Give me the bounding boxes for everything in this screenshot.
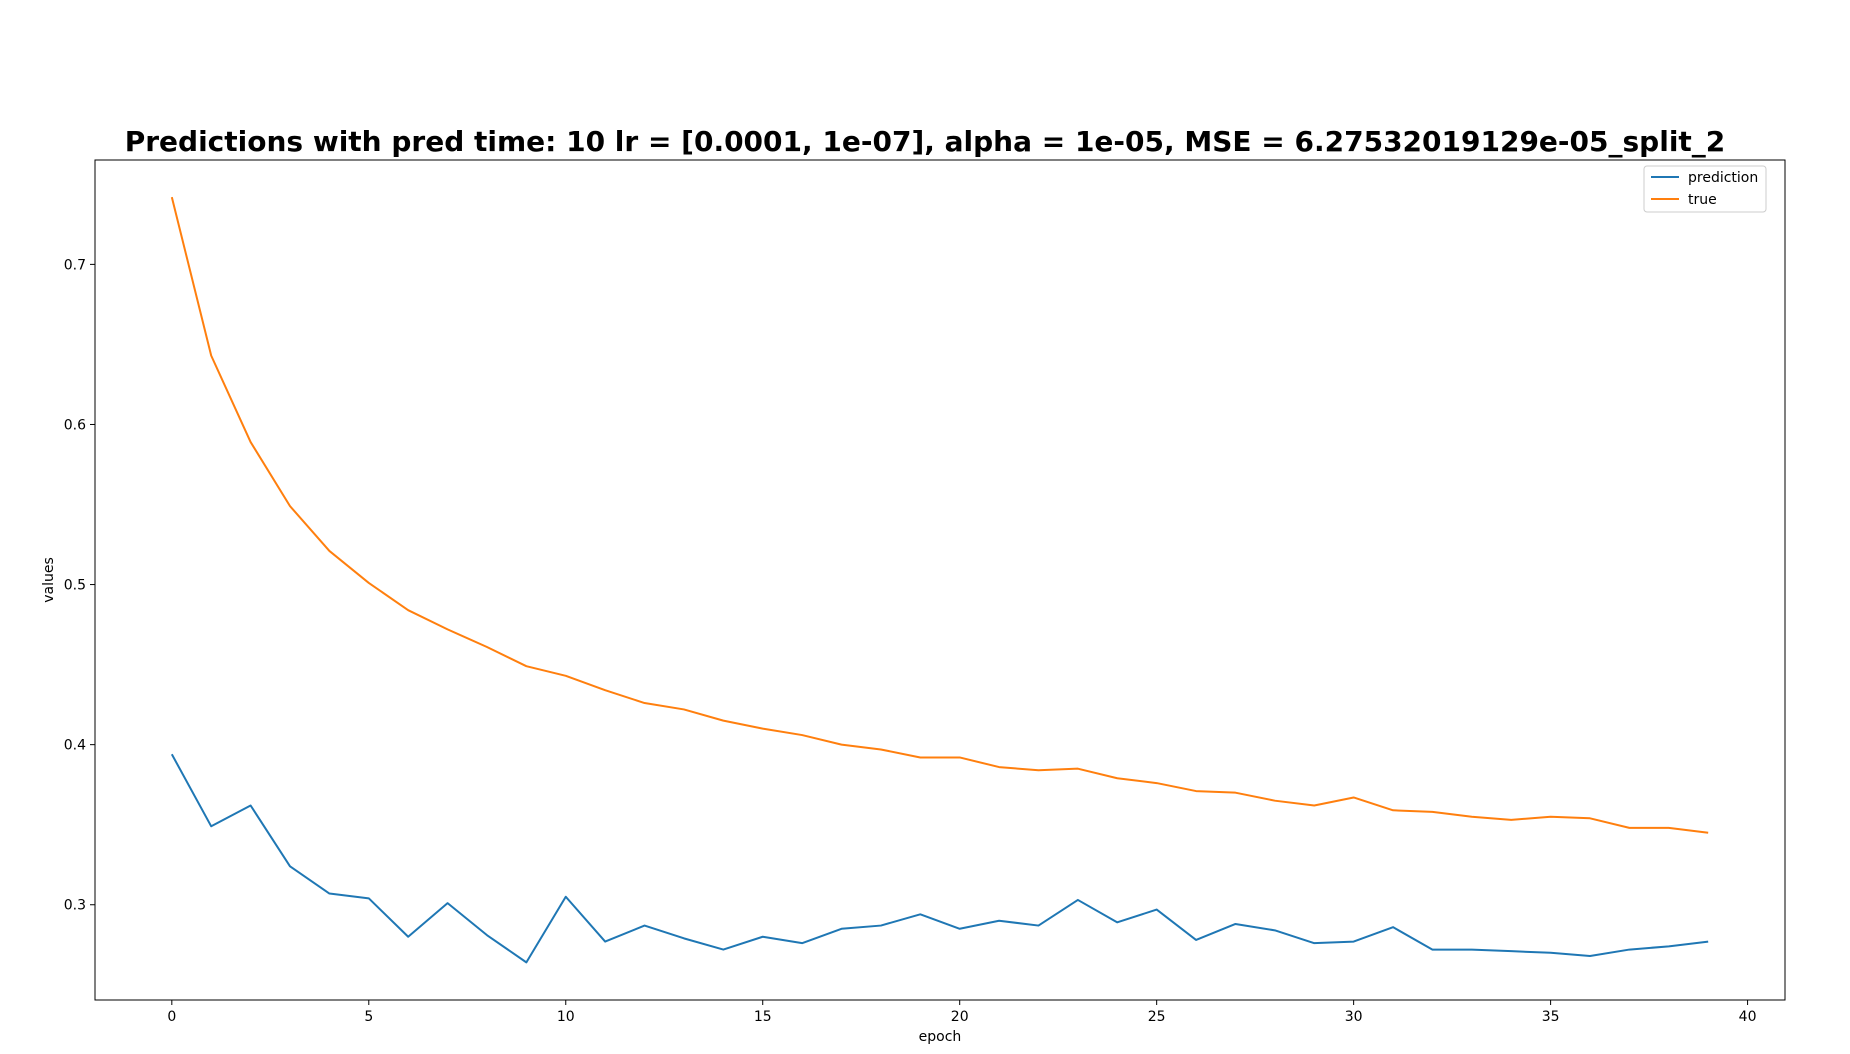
series-line-prediction — [170, 753, 1709, 964]
x-tick-label: 0 — [167, 1009, 176, 1025]
legend-label-prediction: prediction — [1688, 170, 1758, 186]
y-axis: 0.3 0.4 0.5 0.6 0.7 — [64, 257, 95, 914]
x-axis: 0 5 10 15 20 25 30 35 40 — [167, 1000, 1756, 1025]
y-tick-label: 0.7 — [64, 257, 86, 273]
x-tick-label: 25 — [1148, 1009, 1166, 1025]
y-tick-label: 0.4 — [64, 738, 86, 754]
y-tick-label: 0.6 — [64, 417, 86, 433]
x-tick-label: 35 — [1542, 1009, 1560, 1025]
y-tick-label: 0.3 — [64, 898, 86, 914]
x-tick-label: 20 — [951, 1009, 969, 1025]
x-tick-label: 5 — [364, 1009, 373, 1025]
plot-area — [94, 159, 1786, 1001]
chart-title: Predictions with pred time: 10 lr = [0.0… — [125, 125, 1726, 158]
y-tick-label: 0.5 — [64, 578, 86, 594]
series-lines — [170, 196, 1709, 964]
x-tick-label: 15 — [754, 1009, 772, 1025]
x-tick-label: 30 — [1345, 1009, 1363, 1025]
series-line-true — [170, 196, 1709, 834]
legend: prediction true — [1643, 165, 1767, 213]
legend-label-true: true — [1688, 192, 1717, 208]
x-tick-label: 40 — [1739, 1009, 1757, 1025]
x-tick-label: 10 — [557, 1009, 575, 1025]
x-axis-label: epoch — [919, 1029, 962, 1045]
y-axis-label: values — [41, 557, 57, 603]
